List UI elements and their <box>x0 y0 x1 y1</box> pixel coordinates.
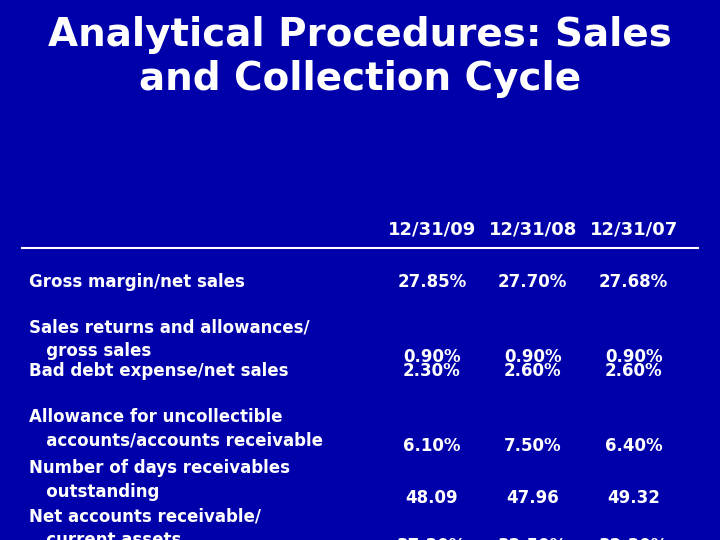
Text: 48.09: 48.09 <box>405 489 459 507</box>
Text: 32.30%: 32.30% <box>599 537 668 540</box>
Text: 6.40%: 6.40% <box>605 437 662 455</box>
Text: Net accounts receivable/
   current assets: Net accounts receivable/ current assets <box>29 508 261 540</box>
Text: Sales returns and allowances/
   gross sales: Sales returns and allowances/ gross sale… <box>29 319 310 360</box>
Text: 27.85%: 27.85% <box>397 273 467 291</box>
Text: Number of days receivables
   outstanding: Number of days receivables outstanding <box>29 459 289 501</box>
Text: 0.90%: 0.90% <box>504 348 562 366</box>
Text: 47.96: 47.96 <box>506 489 559 507</box>
Text: Bad debt expense/net sales: Bad debt expense/net sales <box>29 362 288 380</box>
Text: 12/31/09: 12/31/09 <box>388 220 476 239</box>
Text: Gross margin/net sales: Gross margin/net sales <box>29 273 245 291</box>
Text: Allowance for uncollectible
   accounts/accounts receivable: Allowance for uncollectible accounts/acc… <box>29 408 323 449</box>
Text: 32.50%: 32.50% <box>498 537 567 540</box>
Text: 6.10%: 6.10% <box>403 437 461 455</box>
Text: 37.20%: 37.20% <box>397 537 467 540</box>
Text: 12/31/07: 12/31/07 <box>590 220 678 239</box>
Text: 0.90%: 0.90% <box>605 348 662 366</box>
Text: 2.30%: 2.30% <box>403 362 461 380</box>
Text: 0.90%: 0.90% <box>403 348 461 366</box>
Text: 7.50%: 7.50% <box>504 437 562 455</box>
Text: 2.60%: 2.60% <box>605 362 662 380</box>
Text: 27.68%: 27.68% <box>599 273 668 291</box>
Text: 12/31/08: 12/31/08 <box>489 220 577 239</box>
Text: 2.60%: 2.60% <box>504 362 562 380</box>
Text: Analytical Procedures: Sales
and Collection Cycle: Analytical Procedures: Sales and Collect… <box>48 16 672 98</box>
Text: 27.70%: 27.70% <box>498 273 567 291</box>
Text: 49.32: 49.32 <box>607 489 660 507</box>
